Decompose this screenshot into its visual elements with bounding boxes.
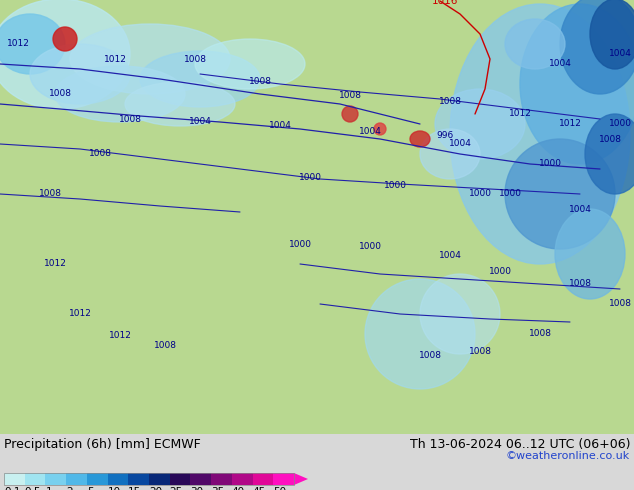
Text: 1008: 1008 xyxy=(469,347,491,357)
Text: 1000: 1000 xyxy=(288,240,311,248)
Text: 1004: 1004 xyxy=(188,118,211,126)
Text: 1008: 1008 xyxy=(39,190,61,198)
Text: 1012: 1012 xyxy=(508,109,531,119)
Text: 1000: 1000 xyxy=(384,181,406,191)
Text: 15: 15 xyxy=(128,487,141,490)
Ellipse shape xyxy=(53,27,77,51)
Text: 1004: 1004 xyxy=(359,127,382,137)
Text: 1008: 1008 xyxy=(598,134,621,144)
Text: 0.5: 0.5 xyxy=(25,487,41,490)
Ellipse shape xyxy=(30,44,130,104)
Bar xyxy=(190,473,211,485)
Text: 1012: 1012 xyxy=(68,310,91,318)
Bar xyxy=(273,473,294,485)
Text: 1008: 1008 xyxy=(569,279,592,289)
Ellipse shape xyxy=(0,0,130,109)
Ellipse shape xyxy=(590,0,634,69)
Ellipse shape xyxy=(55,66,185,122)
Text: 1000: 1000 xyxy=(469,190,491,198)
Bar xyxy=(87,473,108,485)
Text: 1008: 1008 xyxy=(339,92,361,100)
Text: 1: 1 xyxy=(46,487,52,490)
Ellipse shape xyxy=(555,209,625,299)
Text: 20: 20 xyxy=(149,487,162,490)
Ellipse shape xyxy=(125,82,235,126)
Bar xyxy=(4,473,25,485)
Ellipse shape xyxy=(520,4,634,164)
Text: 35: 35 xyxy=(211,487,224,490)
Text: 1012: 1012 xyxy=(6,40,29,49)
Text: 1008: 1008 xyxy=(89,149,112,158)
Text: 1008: 1008 xyxy=(183,54,207,64)
Polygon shape xyxy=(294,473,308,485)
Text: 1012: 1012 xyxy=(103,54,126,64)
Text: 1000: 1000 xyxy=(489,268,512,276)
Ellipse shape xyxy=(420,129,480,179)
Ellipse shape xyxy=(374,123,386,135)
Ellipse shape xyxy=(560,0,634,94)
Bar xyxy=(149,473,170,485)
Bar xyxy=(25,473,46,485)
Ellipse shape xyxy=(342,106,358,122)
Ellipse shape xyxy=(505,19,565,69)
Ellipse shape xyxy=(450,4,630,264)
Text: 1000: 1000 xyxy=(358,242,382,250)
Ellipse shape xyxy=(505,139,615,249)
Text: 1000: 1000 xyxy=(538,160,562,169)
Text: 30: 30 xyxy=(190,487,204,490)
Text: 1008: 1008 xyxy=(153,342,176,350)
Text: ©weatheronline.co.uk: ©weatheronline.co.uk xyxy=(506,451,630,461)
Bar xyxy=(4,473,294,485)
Ellipse shape xyxy=(435,89,525,159)
Text: 1008: 1008 xyxy=(529,329,552,339)
Text: 25: 25 xyxy=(170,487,183,490)
Text: 1012: 1012 xyxy=(559,120,581,128)
Text: 1004: 1004 xyxy=(609,49,631,58)
Bar xyxy=(128,473,149,485)
Text: 996: 996 xyxy=(436,131,453,141)
Text: 2: 2 xyxy=(66,487,73,490)
Bar xyxy=(170,473,190,485)
Text: 1008: 1008 xyxy=(119,115,141,123)
Bar xyxy=(211,473,232,485)
Text: 1008: 1008 xyxy=(249,77,271,87)
Text: 5: 5 xyxy=(87,487,93,490)
Ellipse shape xyxy=(195,39,305,89)
Text: 1004: 1004 xyxy=(569,204,592,214)
Text: Precipitation (6h) [mm] ECMWF: Precipitation (6h) [mm] ECMWF xyxy=(4,438,201,451)
Text: 1004: 1004 xyxy=(548,59,571,69)
Text: 1004: 1004 xyxy=(269,122,292,130)
Text: 1008: 1008 xyxy=(418,351,441,361)
Text: 10: 10 xyxy=(108,487,120,490)
Text: 0.1: 0.1 xyxy=(4,487,20,490)
Text: 1004: 1004 xyxy=(439,251,462,261)
Bar xyxy=(66,473,87,485)
Text: 1016: 1016 xyxy=(432,0,458,6)
Bar xyxy=(232,473,252,485)
Text: 45: 45 xyxy=(252,487,266,490)
Text: 1004: 1004 xyxy=(449,140,472,148)
Text: 1008: 1008 xyxy=(48,90,72,98)
Text: 1000: 1000 xyxy=(498,190,522,198)
Ellipse shape xyxy=(70,24,230,94)
Ellipse shape xyxy=(0,14,65,74)
Ellipse shape xyxy=(420,274,500,354)
Text: 50: 50 xyxy=(273,487,287,490)
Text: 40: 40 xyxy=(232,487,245,490)
Text: 1012: 1012 xyxy=(44,260,67,269)
Bar xyxy=(252,473,273,485)
Ellipse shape xyxy=(585,114,634,194)
Bar xyxy=(46,473,66,485)
Text: Th 13-06-2024 06..12 UTC (06+06): Th 13-06-2024 06..12 UTC (06+06) xyxy=(410,438,630,451)
Ellipse shape xyxy=(365,279,475,389)
Bar xyxy=(108,473,128,485)
Text: 1012: 1012 xyxy=(108,332,131,341)
Ellipse shape xyxy=(140,51,260,107)
Text: 1008: 1008 xyxy=(439,98,462,106)
Text: 1000: 1000 xyxy=(299,173,321,182)
Ellipse shape xyxy=(410,131,430,147)
Text: 1000: 1000 xyxy=(609,120,631,128)
Text: 1008: 1008 xyxy=(609,299,631,309)
